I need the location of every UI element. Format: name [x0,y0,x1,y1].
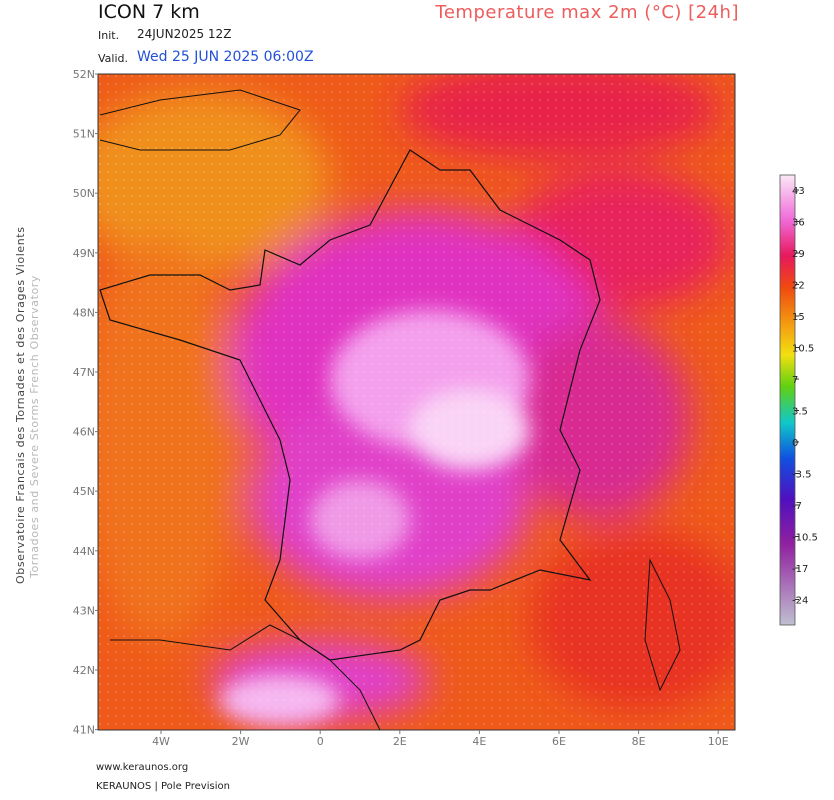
lat-label: 52N [73,68,95,81]
colorbar-label: -7 [792,501,802,512]
lon-label: 4E [472,735,486,748]
title: Temperature max 2m (°C) [24h] [435,2,739,23]
lat-label: 50N [73,187,95,200]
init-label: Init. [98,29,120,42]
lon-label: 10E [708,735,729,748]
valid-label: Valid. [98,52,129,65]
colorbar-label: 7 [792,375,798,386]
footer-text: KERAUNOS | Pole Prevision [96,781,230,792]
lat-label: 43N [73,604,95,617]
lat-label: 41N [73,724,95,737]
lat-label: 46N [73,426,95,439]
colorbar-label: -17 [792,564,808,575]
lat-label: 47N [73,366,95,379]
colorbar-label: 0 [792,438,798,449]
lat-label: 48N [73,306,95,319]
lon-label: 8E [632,735,646,748]
lat-label: 42N [73,664,95,677]
colorbar [779,174,796,626]
lat-label: 49N [73,247,95,260]
colorbar-label: -10.5 [792,533,818,544]
colorbar-label: 22 [792,281,805,292]
temperature-field [98,74,735,730]
footer-link: www.keraunos.org [96,762,189,773]
colorbar-label: 43 [792,186,805,197]
lat-label: 44N [73,545,95,558]
colorbar-label: -3.5 [792,470,812,481]
model-name: ICON 7 km [98,1,200,23]
lon-label: 6E [552,735,566,748]
lon-label: 0 [317,735,324,748]
init-value: 24JUN2025 12Z [137,27,232,41]
lat-label: 51N [73,128,95,141]
lon-label: 4W [152,735,170,748]
colorbar-label: -24 [792,596,808,607]
colorbar-label: 15 [792,312,805,323]
colorbar-label: 29 [792,249,805,260]
lon-label: 2W [232,735,250,748]
colorbar-label: 36 [792,218,805,229]
colorbar-label: 3.5 [792,407,808,418]
valid-value: Wed 25 JUN 2025 06:00Z [137,49,314,65]
lon-label: 2E [393,735,407,748]
map: 52N 51N 50N 49N 48N 47N 46N 45N 44N 43N 42N 41N 4W 2W… [73,68,818,748]
lat-label: 45N [73,485,95,498]
colorbar-label: 10.5 [792,344,814,355]
